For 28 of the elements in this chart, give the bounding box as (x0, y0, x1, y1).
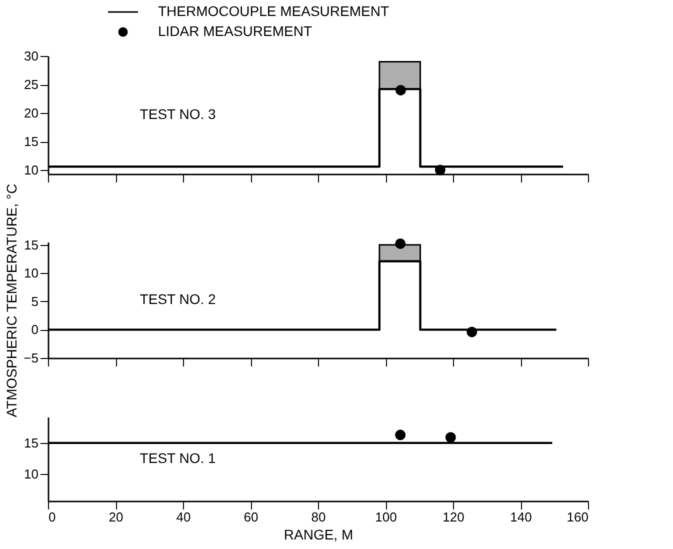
x-tick-label: 40 (176, 510, 191, 524)
annotation: TEST NO. 1 (140, 450, 216, 466)
y-tick-label: 15 (24, 435, 38, 450)
annotation: TEST NO. 3 (140, 106, 216, 122)
x-tick-label: 140 (510, 510, 532, 524)
x-tick-label: 120 (442, 510, 464, 524)
y-tick-label: 10 (24, 266, 38, 281)
y-tick-label: 10 (24, 162, 38, 178)
x-axis-title: RANGE, M (284, 526, 354, 542)
x-tick-label: 80 (311, 510, 326, 524)
y-tick-label: −5 (24, 350, 38, 366)
y-axis-title: ATMOSPHERIC TEMPERATURE, °C (4, 184, 20, 418)
y-tick-label: 30 (24, 48, 38, 64)
legend-label: LIDAR MEASUREMENT (158, 23, 312, 39)
x-tick-label: 20 (108, 510, 124, 524)
y-tick-label: 10 (24, 466, 38, 482)
annotation: TEST NO. 2 (140, 291, 216, 307)
legend-label: THERMOCOUPLE MEASUREMENT (158, 3, 390, 19)
y-tick-label: 15 (24, 237, 38, 252)
y-tick-label: 25 (24, 77, 38, 92)
x-tick-label: 60 (244, 510, 258, 524)
y-tick-label: 5 (31, 294, 38, 309)
x-tick-label: 160 (566, 510, 588, 524)
y-tick-label: 0 (31, 322, 38, 338)
y-tick-label: 15 (24, 134, 38, 150)
x-tick-label: 100 (375, 510, 397, 524)
y-tick-label: 20 (24, 106, 38, 121)
x-tick-label: 0 (48, 510, 56, 524)
